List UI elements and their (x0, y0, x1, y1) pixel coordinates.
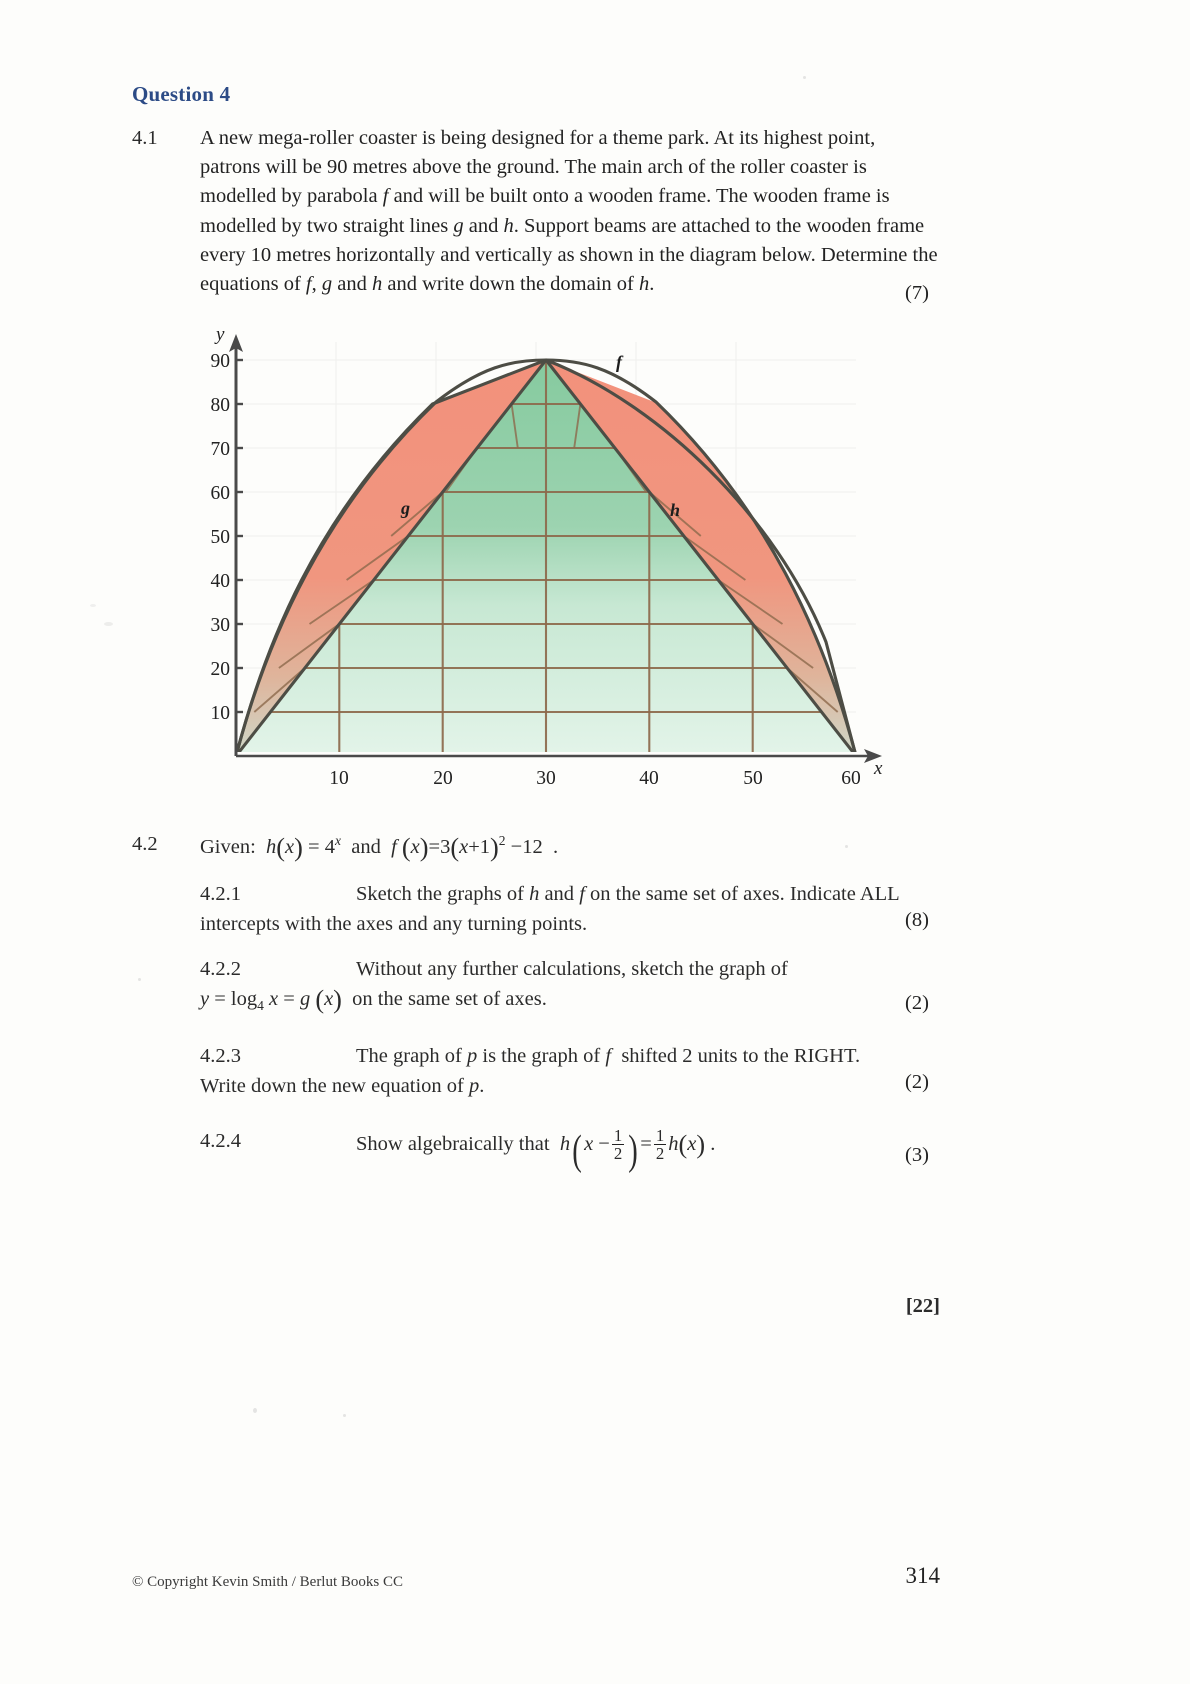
question-4-2-number: 4.2 (132, 833, 158, 855)
given-equation-h: h(x) = 4x (266, 833, 341, 862)
question-4-2-4-marks: (3) (905, 1144, 929, 1166)
scan-speck (104, 622, 113, 626)
question-4-2-2-number: 4.2.2 (200, 958, 241, 980)
question-4-2-2-tail: on the same set of axes. (347, 987, 547, 1010)
scan-speck (253, 1408, 257, 1413)
y-tick-labels: 90 80 70 60 50 40 30 20 10 (211, 351, 231, 724)
question-4-2-2-line1: Without any further calculations, sketch… (356, 958, 788, 980)
axes (229, 334, 882, 763)
question-4-2-2-equation: y = log4 x = g (x) (200, 984, 342, 1014)
scan-speck (845, 845, 848, 848)
question-4-2-1-text: Sketch the graphs of h and f on the same… (200, 883, 899, 935)
question-4-2-2-text: Without any further calculations, sketch… (200, 958, 788, 1014)
svg-text:40: 40 (639, 768, 659, 789)
question-4-2-4-equation: h(x −1 2) = 1 2 h(x) . (559, 1126, 716, 1175)
scan-speck (803, 76, 806, 79)
curve-label-f: f (616, 352, 624, 372)
given-label: Given: (200, 835, 256, 858)
svg-text:30: 30 (211, 615, 231, 636)
curve-label-g: g (400, 498, 410, 518)
svg-text:10: 10 (329, 768, 349, 789)
question-4-2-1: 4.2.1 Sketch the graphs of h and f on th… (200, 880, 960, 939)
scan-speck (138, 978, 141, 981)
curve-label-h: h (670, 500, 680, 520)
page-title: Question 4 (132, 82, 231, 106)
y-axis-label: y (214, 324, 225, 345)
given-period: . (547, 835, 559, 858)
svg-text:70: 70 (211, 439, 231, 460)
svg-text:40: 40 (211, 571, 231, 592)
question-4-2-4-text: Show algebraically that h(x −1 2) = 1 2 h(x) … (356, 1126, 716, 1175)
footer-page-number: 314 (905, 1563, 941, 1588)
svg-text:60: 60 (841, 768, 861, 789)
footer-copyright: © Copyright Kevin Smith / Berlut Books C… (132, 1574, 403, 1590)
svg-text:50: 50 (743, 768, 763, 789)
question-4-2-4-number: 4.2.4 (200, 1130, 241, 1152)
total-marks: [22] (905, 1295, 940, 1317)
question-4-2-given: Given: h(x) = 4x and f (x)=3(x+1)2 −12 . (200, 833, 942, 863)
question-4-2-3: 4.2.3 The graph of p is the graph of f s… (200, 1042, 960, 1101)
question-4-2-3-marks: (2) (905, 1071, 929, 1093)
given-equation-f: f (x)=3(x+1)2 −12 (391, 833, 548, 862)
scan-speck (343, 1414, 346, 1417)
x-tick-labels: 10 20 30 40 50 60 (329, 768, 861, 789)
svg-text:20: 20 (211, 659, 231, 680)
svg-text:90: 90 (211, 351, 231, 372)
question-4-2-1-number: 4.2.1 (200, 883, 241, 905)
svg-text:10: 10 (211, 703, 231, 724)
roller-coaster-graph: y x 90 80 70 60 50 40 30 20 10 (196, 312, 896, 802)
question-4-2-2-marks: (2) (905, 992, 929, 1014)
question-4-2: 4.2 Given: h(x) = 4x and f (x)=3(x+1)2 −… (132, 833, 942, 863)
y-tick-marks (236, 358, 243, 714)
svg-text:50: 50 (211, 527, 231, 548)
svg-text:80: 80 (211, 395, 231, 416)
support-beams-vertical (338, 360, 754, 752)
svg-text:20: 20 (433, 768, 453, 789)
question-4-2-1-marks: (8) (905, 909, 929, 931)
question-4-1: 4.1 A new mega-roller coaster is being d… (132, 124, 940, 299)
question-4-2-4: 4.2.4 Show algebraically that h(x −1 2) = 1… (200, 1126, 960, 1175)
line-g (237, 359, 548, 752)
question-4-2-3-text: The graph of p is the graph of f shifted… (200, 1045, 861, 1097)
question-4-1-marks: (7) (905, 282, 929, 304)
question-4-2-3-number: 4.2.3 (200, 1045, 241, 1067)
question-4-1-number: 4.1 (132, 127, 158, 149)
svg-text:30: 30 (536, 768, 556, 789)
question-4-2-2: 4.2.2 Without any further calculations, … (200, 955, 960, 1020)
x-axis-label: x (873, 758, 883, 779)
line-h (544, 359, 855, 752)
question-4-1-text: A new mega-roller coaster is being desig… (200, 127, 938, 296)
given-conjunction: and (346, 835, 386, 858)
parabola-fill-region (237, 360, 855, 752)
question-4-2-4-lead: Show algebraically that (356, 1133, 550, 1156)
scan-speck (90, 604, 96, 607)
svg-text:60: 60 (211, 483, 231, 504)
